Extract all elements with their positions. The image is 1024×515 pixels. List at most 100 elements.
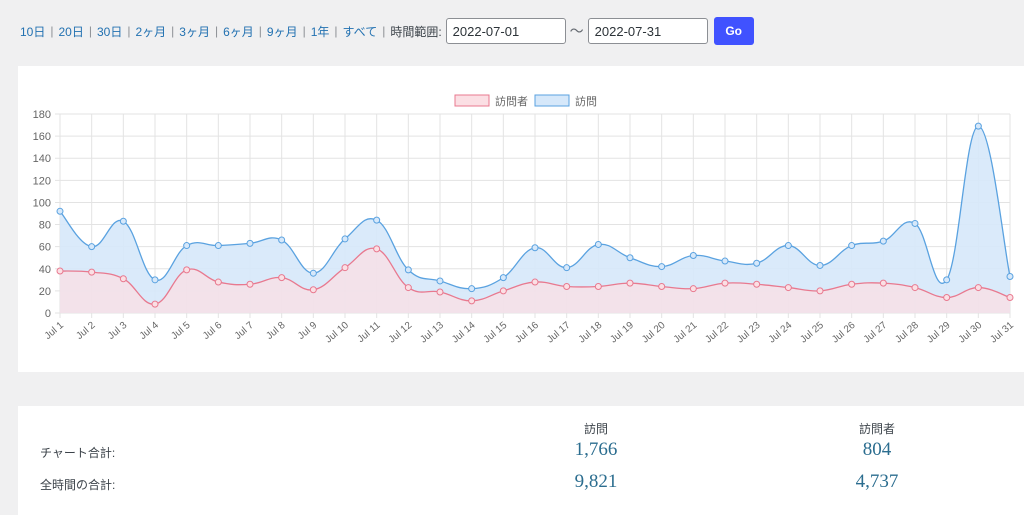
visits-point xyxy=(594,240,602,248)
all-time-total-visitors: 4,737 xyxy=(855,471,899,492)
range-link-9m[interactable]: 9ヶ月 xyxy=(266,24,298,39)
x-tick-label: Jul 15 xyxy=(482,320,510,346)
visits-point xyxy=(563,264,571,272)
visitors-point xyxy=(911,284,919,292)
range-link-1y[interactable]: 1年 xyxy=(310,24,330,39)
visits-point xyxy=(911,219,919,227)
visits-point xyxy=(658,263,666,271)
visitors-point xyxy=(974,284,982,292)
visits-point xyxy=(88,243,96,251)
separator: | xyxy=(302,24,306,38)
visitors-point xyxy=(848,280,856,288)
visitors-point xyxy=(721,279,729,287)
separator: | xyxy=(171,24,175,38)
visits-point xyxy=(1006,273,1014,281)
x-tick-label: Jul 26 xyxy=(830,320,858,346)
visits-point xyxy=(784,242,792,250)
x-tick-label: Jul 3 xyxy=(106,320,130,342)
all-time-total-label: 全時間の合計: xyxy=(40,478,116,492)
visitors-point xyxy=(753,280,761,288)
visits-point xyxy=(183,242,191,250)
x-tick-label: Jul 17 xyxy=(545,320,573,346)
chart-total-visitors: 804 xyxy=(862,439,892,460)
date-from-input[interactable] xyxy=(445,18,566,44)
visits-point xyxy=(309,269,317,277)
visitors-point xyxy=(784,284,792,292)
stats-panel: 訪問 訪問者 チャート合計: 1,766 804 全時間の合計: 9,821 4… xyxy=(18,406,1024,515)
go-button[interactable]: Go xyxy=(713,17,754,45)
visitors-point xyxy=(341,264,349,272)
range-link-20d[interactable]: 20日 xyxy=(58,24,84,39)
separator: | xyxy=(334,24,338,38)
x-tick-label: Jul 25 xyxy=(798,320,826,346)
range-link-3m[interactable]: 3ヶ月 xyxy=(179,24,210,39)
range-link-2m[interactable]: 2ヶ月 xyxy=(135,24,167,39)
visits-point xyxy=(214,242,222,250)
visits-point xyxy=(119,217,127,225)
visits-area xyxy=(60,126,1010,314)
visits-point xyxy=(468,285,476,293)
visitors-point xyxy=(563,282,571,290)
separator: | xyxy=(127,24,131,38)
x-tick-label: Jul 14 xyxy=(450,320,478,346)
legend-visits-swatch xyxy=(534,94,570,107)
visits-point xyxy=(943,276,951,284)
range-link-10d[interactable]: 10日 xyxy=(20,24,46,39)
visitors-point xyxy=(309,286,317,294)
x-tick-label: Jul 11 xyxy=(356,320,383,345)
y-tick-label: 140 xyxy=(33,153,51,165)
separator: | xyxy=(258,24,262,38)
separator: | xyxy=(88,24,92,38)
visitors-point xyxy=(373,245,381,253)
visitors-area xyxy=(60,248,1010,313)
visits-point xyxy=(879,237,887,245)
visits-point xyxy=(499,274,507,282)
x-tick-label: Jul 21 xyxy=(672,320,700,346)
range-toolbar: 10日 | 20日 | 30日 | 2ヶ月 | 3ヶ月 | 6ヶ月 | 9ヶ月 | 1年 | す… xyxy=(20,16,754,46)
x-tick-label: Jul 12 xyxy=(387,320,415,346)
legend-visitors-label: 訪問者 xyxy=(495,94,528,108)
col-header-visitors: 訪問者 xyxy=(858,422,895,436)
x-tick-label: Jul 9 xyxy=(296,320,320,342)
range-link-30d[interactable]: 30日 xyxy=(96,24,123,39)
y-tick-label: 180 xyxy=(33,109,51,121)
visits-point xyxy=(753,259,761,267)
chart-total-label: チャート合計: xyxy=(40,446,116,460)
visitors-point xyxy=(531,278,539,286)
visitors-point xyxy=(404,284,412,292)
x-tick-label: Jul 4 xyxy=(138,320,162,342)
range-link-6m[interactable]: 6ヶ月 xyxy=(223,24,254,39)
visitors-point xyxy=(468,297,476,305)
y-tick-label: 100 xyxy=(33,197,51,209)
range-link-all[interactable]: すべて xyxy=(342,24,378,39)
x-tick-label: Jul 2 xyxy=(74,320,98,342)
visitors-point xyxy=(816,287,824,295)
y-tick-label: 60 xyxy=(39,242,51,254)
y-tick-label: 120 xyxy=(33,175,51,187)
visitors-point xyxy=(56,267,64,275)
x-tick-label: Jul 22 xyxy=(703,320,731,346)
legend-visits-label: 訪問 xyxy=(575,94,597,108)
separator: | xyxy=(214,24,219,38)
x-tick-label: Jul 27 xyxy=(862,320,890,346)
x-tick-label: Jul 5 xyxy=(169,320,193,342)
x-tick-label: Jul 19 xyxy=(608,320,636,346)
visitors-point xyxy=(88,268,96,276)
x-tick-label: Jul 30 xyxy=(957,320,985,346)
visitors-point xyxy=(214,278,222,286)
visitors-point xyxy=(436,288,444,296)
x-tick-label: Jul 1 xyxy=(43,320,67,342)
visits-point xyxy=(373,216,381,224)
y-tick-label: 0 xyxy=(45,308,51,320)
visits-point xyxy=(721,257,729,265)
visitors-point xyxy=(626,279,634,287)
x-tick-label: Jul 20 xyxy=(640,320,668,346)
visits-point xyxy=(278,236,286,244)
x-tick-label: Jul 23 xyxy=(735,320,763,346)
visitors-point xyxy=(658,282,666,290)
visits-chart: 0 20 40 60 80 100 120 140 160 180 Jul 1 Jul 2 Jul 3 J… xyxy=(33,94,1017,346)
visits-point xyxy=(816,261,824,269)
date-to-input[interactable] xyxy=(587,18,708,44)
visitors-point xyxy=(499,287,507,295)
visitors-point xyxy=(879,279,887,287)
